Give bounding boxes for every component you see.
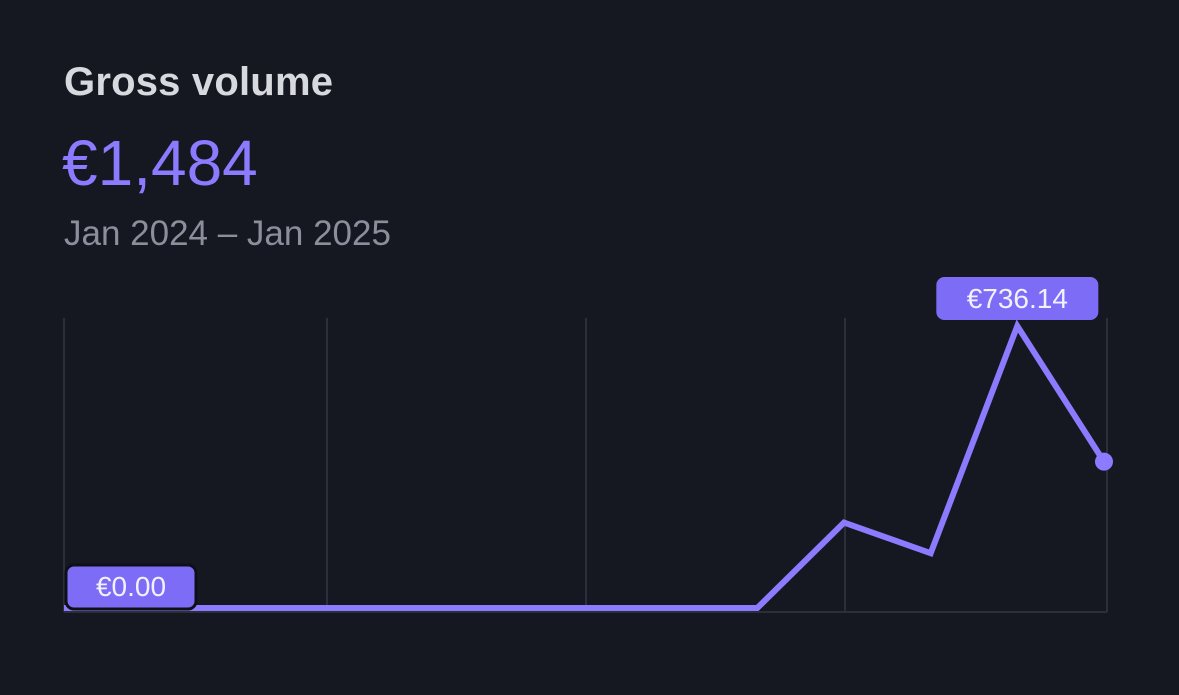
end-point-marker xyxy=(1095,452,1113,471)
peak-value-tag: €736.14 xyxy=(936,277,1099,320)
start-value-tag-bg xyxy=(64,563,198,611)
date-range: Jan 2024 – Jan 2025 xyxy=(64,214,391,253)
card-title: Gross volume xyxy=(64,60,334,104)
start-value-label: €0.00 xyxy=(96,571,166,602)
grid-lines xyxy=(63,318,1108,612)
total-amount: €1,484 xyxy=(62,127,258,199)
peak-value-label: €736.14 xyxy=(967,283,1068,314)
start-value-tag: €0.00 xyxy=(64,563,198,611)
series-line xyxy=(64,319,1107,611)
peak-value-tag-bg xyxy=(936,277,1099,320)
